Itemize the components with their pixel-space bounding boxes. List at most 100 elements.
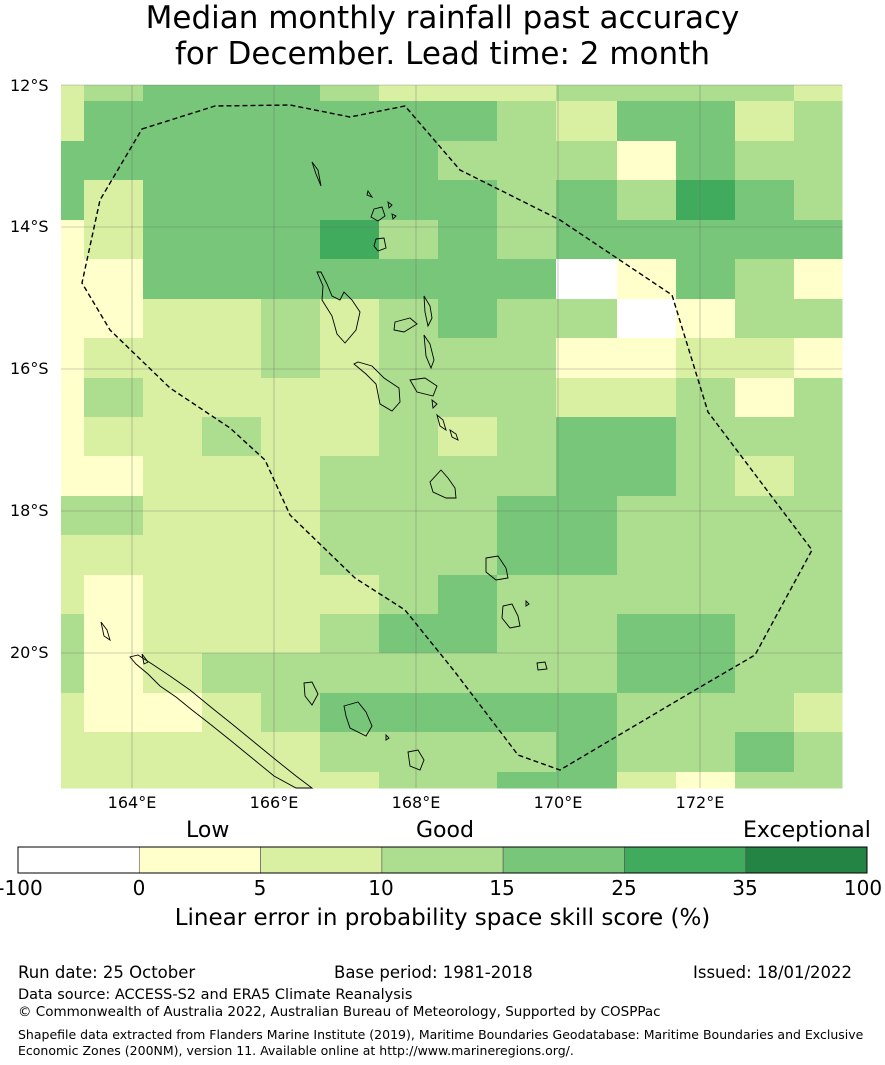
grid-cell bbox=[143, 732, 203, 773]
graticule bbox=[61, 84, 842, 788]
grid-cell bbox=[320, 496, 380, 536]
grid-cell bbox=[497, 417, 557, 457]
grid-cell bbox=[261, 85, 321, 102]
grid-cell bbox=[794, 101, 843, 142]
grid-cell bbox=[438, 259, 498, 300]
grid-cell bbox=[320, 378, 380, 418]
shapefile-credit: Shapefile data extracted from Flanders M… bbox=[18, 1027, 868, 1059]
grid-cell bbox=[202, 575, 262, 615]
grid-cell bbox=[379, 496, 439, 536]
lat-tick-12s: 12°S bbox=[10, 76, 49, 95]
grid-cell bbox=[61, 456, 85, 497]
grid-cell bbox=[202, 653, 262, 694]
grid-cell bbox=[617, 85, 677, 102]
grid-cell bbox=[794, 299, 843, 339]
grid-cell bbox=[617, 378, 677, 418]
grid-cell bbox=[556, 772, 618, 789]
grid-cell bbox=[143, 496, 203, 536]
grid-cell bbox=[320, 732, 380, 773]
grid-cell bbox=[143, 220, 203, 260]
grid-cell bbox=[438, 299, 498, 339]
grid-cell bbox=[617, 141, 677, 181]
grid-cell bbox=[320, 417, 380, 457]
grid-cell bbox=[61, 693, 85, 733]
grid-cell bbox=[497, 220, 557, 260]
eez-boundary bbox=[81, 104, 813, 771]
grid-cell bbox=[379, 535, 439, 576]
grid-cell bbox=[676, 732, 736, 773]
copyright: © Commonwealth of Australia 2022, Austra… bbox=[18, 1004, 661, 1020]
data-source: Data source: ACCESS-S2 and ERA5 Climate … bbox=[18, 987, 413, 1003]
grid-cell bbox=[556, 693, 618, 733]
grid-cell bbox=[320, 299, 380, 339]
grid-cell bbox=[497, 141, 557, 181]
grid-cell bbox=[617, 693, 677, 733]
grid-cell bbox=[438, 772, 498, 789]
grid-cell bbox=[61, 299, 85, 339]
grid-cell bbox=[676, 259, 736, 300]
colorbar-segment bbox=[138, 846, 261, 874]
grid-cell bbox=[556, 575, 618, 615]
grid-cell bbox=[202, 259, 262, 300]
grid-cell bbox=[84, 575, 144, 615]
issued-date: Issued: 18/01/2022 bbox=[693, 963, 853, 982]
cb-tick-neg100: -100 bbox=[0, 876, 43, 900]
lon-tick-164e: 164°E bbox=[107, 793, 157, 812]
grid-cell bbox=[617, 653, 677, 694]
grid-cell bbox=[61, 259, 85, 300]
grid-cell bbox=[379, 338, 439, 379]
grid-cell bbox=[143, 535, 203, 576]
grid-cell bbox=[556, 417, 618, 457]
grid-cell bbox=[61, 614, 85, 654]
grid-cell bbox=[202, 535, 262, 576]
base-period: Base period: 1981-2018 bbox=[334, 963, 533, 982]
colorbar-segment bbox=[17, 846, 140, 874]
grid-cell bbox=[794, 259, 843, 300]
grid-cell bbox=[143, 141, 203, 181]
grid-cell bbox=[794, 535, 843, 576]
grid-cell bbox=[202, 693, 262, 733]
grid-cell bbox=[556, 653, 618, 694]
grid-cell bbox=[497, 378, 557, 418]
grid-cell bbox=[617, 259, 677, 300]
grid-cell bbox=[61, 417, 85, 457]
cb-tick-0: 0 bbox=[132, 876, 146, 900]
colorbar-segment bbox=[745, 846, 868, 874]
grid-cell bbox=[735, 693, 795, 733]
grid-cell bbox=[84, 417, 144, 457]
grid-cell bbox=[676, 85, 736, 102]
grid-cell bbox=[379, 417, 439, 457]
grid-cell bbox=[261, 772, 321, 789]
grid-cell bbox=[84, 496, 144, 536]
grid-cell bbox=[61, 141, 85, 181]
grid-cell bbox=[735, 772, 795, 789]
grid-cell bbox=[61, 220, 85, 260]
grid-cell bbox=[202, 417, 262, 457]
colorbar bbox=[17, 846, 868, 874]
grid-cell bbox=[617, 338, 677, 379]
grid-cell bbox=[379, 259, 439, 300]
grid-cell bbox=[61, 378, 85, 418]
grid-cell bbox=[617, 299, 677, 339]
grid-cell bbox=[261, 456, 321, 497]
grid-cell bbox=[320, 85, 380, 102]
grid-cell bbox=[320, 772, 380, 789]
grid-cell bbox=[617, 496, 677, 536]
grid-cell bbox=[676, 141, 736, 181]
grid-cell bbox=[556, 141, 618, 181]
grid-cell bbox=[261, 180, 321, 221]
grid-cell bbox=[556, 259, 618, 300]
grid-cell bbox=[320, 535, 380, 576]
grid-cell bbox=[84, 456, 144, 497]
skill-map bbox=[61, 84, 843, 789]
grid-cell bbox=[676, 378, 736, 418]
grid-cell bbox=[617, 101, 677, 142]
grid-cell bbox=[794, 378, 843, 418]
grid-cell bbox=[617, 417, 677, 457]
grid-cell bbox=[676, 101, 736, 142]
colorbar-segment bbox=[381, 846, 504, 874]
grid-cell bbox=[320, 101, 380, 142]
grid-cell bbox=[202, 614, 262, 654]
grid-cell bbox=[676, 417, 736, 457]
grid-cell bbox=[438, 220, 498, 260]
